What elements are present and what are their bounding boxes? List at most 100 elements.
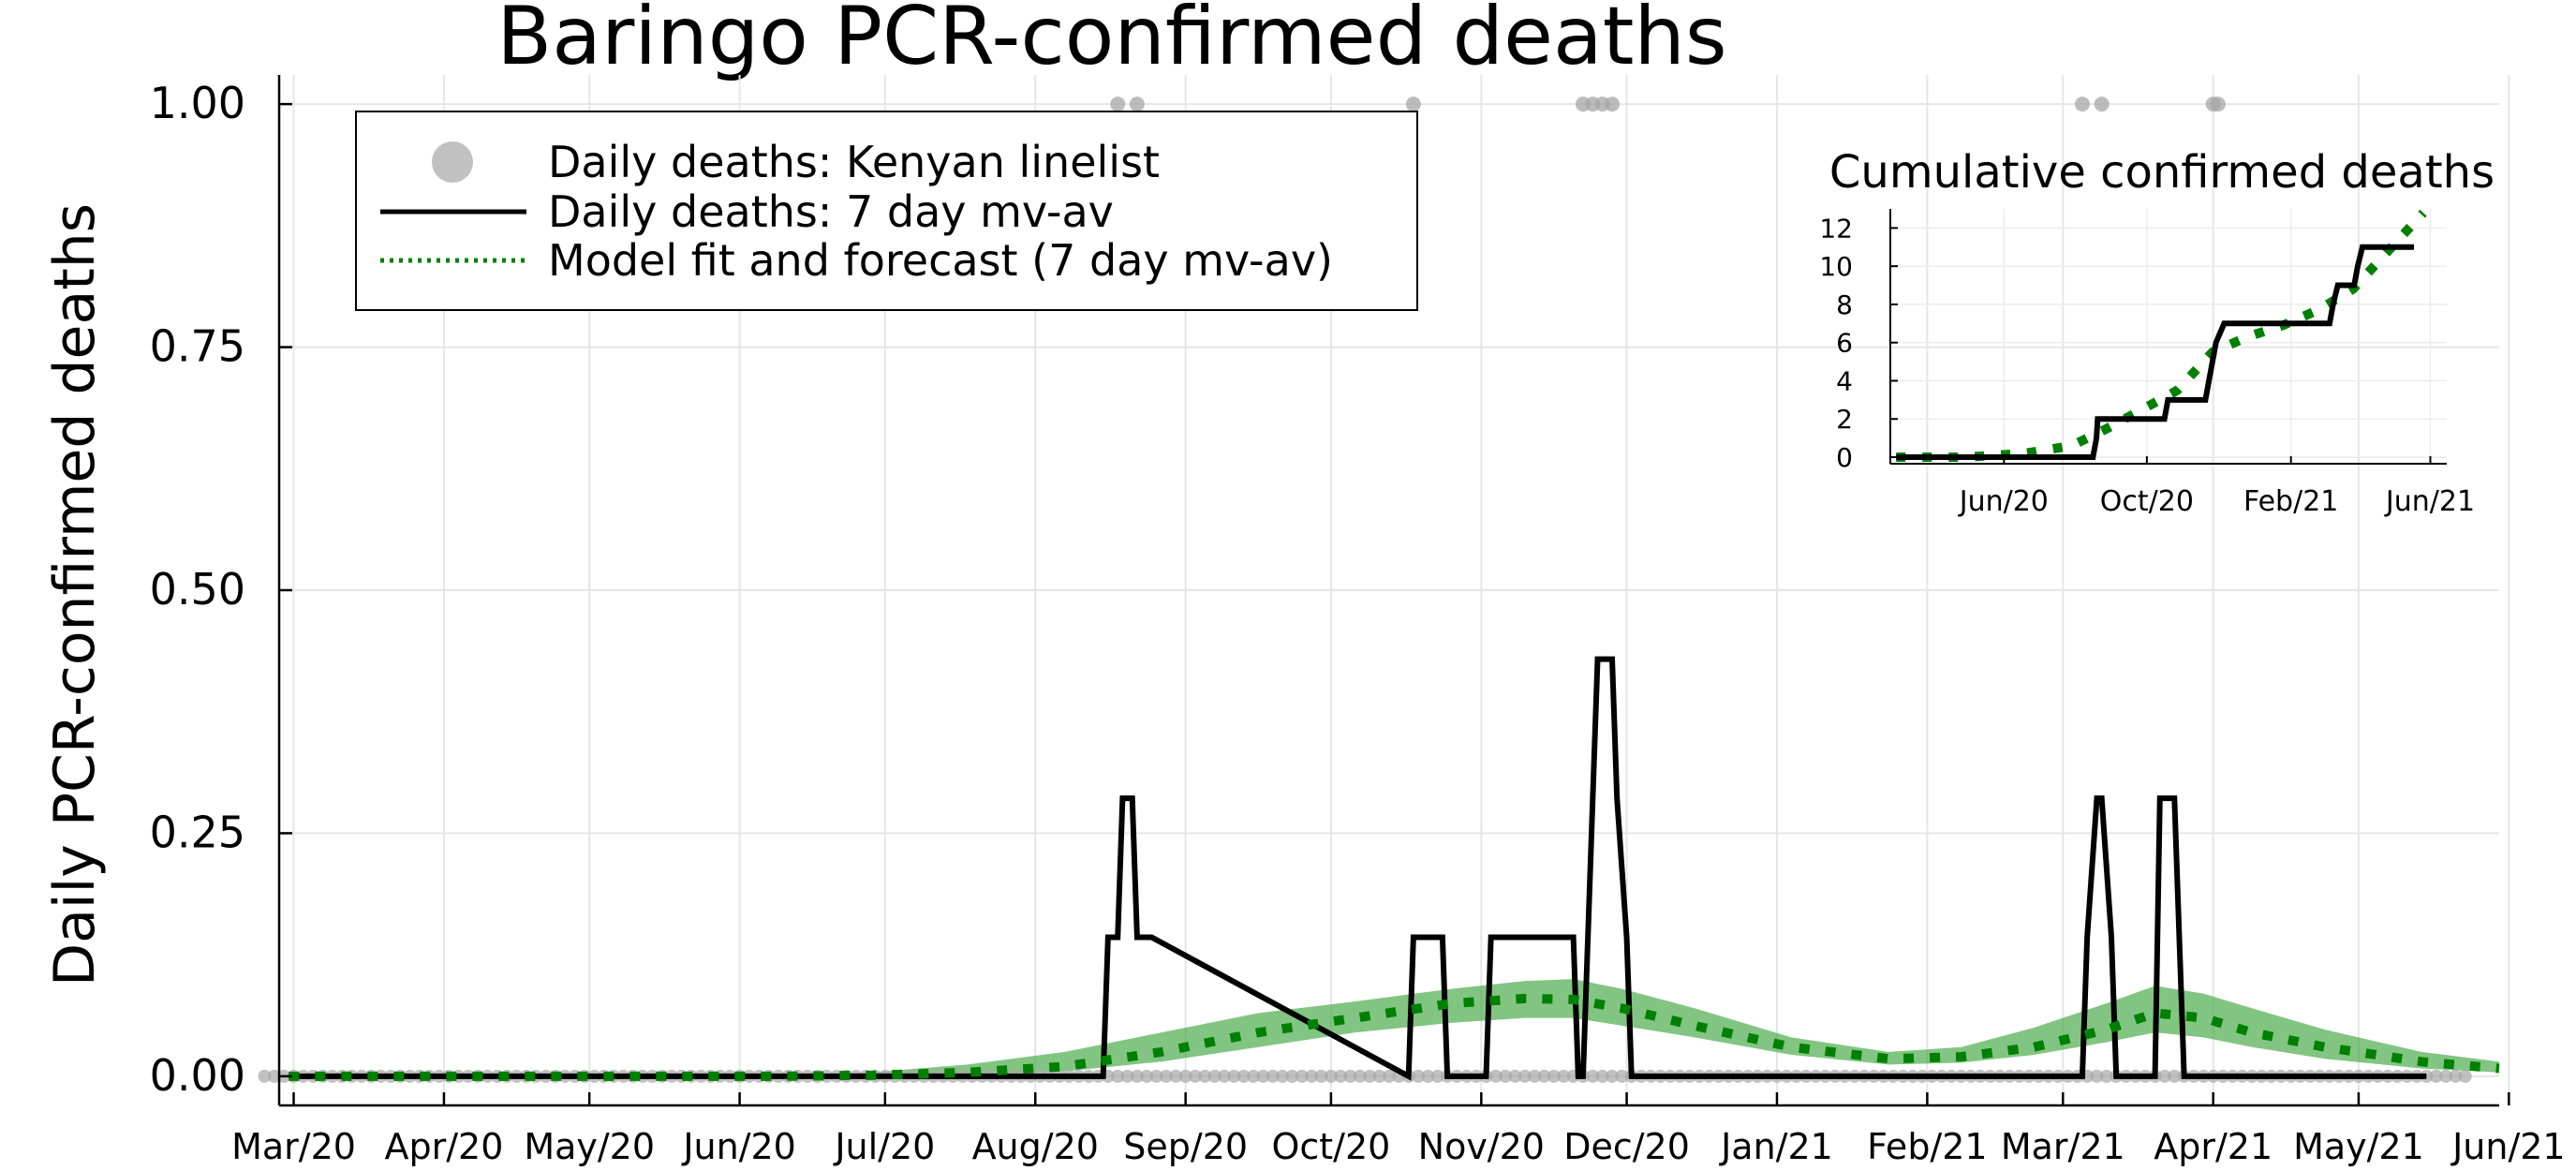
data-point <box>1421 1069 1435 1083</box>
x-tick-label: Oct/20 <box>1271 1126 1390 1167</box>
inset-y-tick-label: 2 <box>1836 404 1853 435</box>
data-point <box>1508 1069 1522 1083</box>
data-point <box>2439 1069 2453 1083</box>
y-tick-label: 0.25 <box>150 807 245 857</box>
data-point <box>1615 1069 1629 1083</box>
x-tick-label: Feb/21 <box>1867 1126 1987 1167</box>
x-tick-labels: Mar/20 Apr/20 May/20 Jun/20 Jul/20 Aug/20 Sep/… <box>231 1126 2566 1167</box>
y-tick-label: 0.50 <box>150 564 245 615</box>
data-point <box>1120 1069 1134 1083</box>
data-point <box>1412 1069 1426 1083</box>
y-tick-label: 0.75 <box>150 321 245 372</box>
y-tick-label: 0.00 <box>150 1050 245 1101</box>
inset-observed-path <box>1896 244 2414 460</box>
inset-x-tick-labels: Jun/20 Oct/20 Feb/21 Jun/21 <box>1958 485 2475 518</box>
data-point <box>267 1069 281 1083</box>
x-tick-label: Dec/20 <box>1563 1126 1690 1167</box>
data-point <box>2157 1069 2171 1083</box>
x-tick-label: Apr/20 <box>384 1126 503 1167</box>
inset-axes <box>1889 209 2447 465</box>
x-tick-label: Jun/21 <box>2450 1126 2566 1167</box>
legend-label: Daily deaths: 7 day mv-av <box>548 186 1114 237</box>
data-point <box>1295 1069 1309 1083</box>
x-tick-label: May/20 <box>524 1126 655 1167</box>
inset-y-tick-label: 10 <box>1819 251 1853 282</box>
data-point <box>1149 1069 1163 1083</box>
data-point <box>1227 1069 1241 1083</box>
data-point <box>1405 96 1421 112</box>
inset-model-path <box>1896 209 2427 462</box>
data-point <box>1314 1069 1328 1083</box>
data-point <box>1383 1069 1396 1083</box>
legend-marker-scatter <box>432 141 473 183</box>
data-point <box>1276 1069 1290 1083</box>
data-point <box>1517 1069 1532 1083</box>
inset-y-tick-label: 4 <box>1836 365 1853 396</box>
x-tick-label: Nov/20 <box>1418 1126 1545 1167</box>
data-point <box>1547 1069 1561 1083</box>
data-point <box>1218 1069 1232 1083</box>
data-point <box>1488 1069 1503 1083</box>
data-point <box>1159 1069 1173 1083</box>
x-tick-label: Jun/20 <box>681 1126 796 1167</box>
inset-x-tick-label: Jun/20 <box>1958 485 2049 518</box>
chart-title: Baringo PCR-confirmed deaths <box>496 0 1726 83</box>
x-tick-label: Mar/21 <box>2001 1126 2125 1167</box>
data-point <box>1537 1069 1551 1083</box>
data-point <box>1606 1069 1620 1083</box>
data-point <box>1236 1069 1251 1083</box>
inset-x-tick-label: Jun/21 <box>2384 485 2475 518</box>
y-tick-labels: 0.00 0.25 0.50 0.75 1.00 <box>150 78 245 1101</box>
x-tick-label: Sep/20 <box>1123 1126 1248 1167</box>
legend-box <box>355 111 1418 311</box>
inset-y-tick-label: 6 <box>1836 328 1853 359</box>
moving-average-path <box>289 656 2427 1081</box>
data-point <box>1247 1069 1261 1083</box>
axes <box>277 75 2510 1107</box>
data-point <box>2099 1069 2113 1083</box>
data-point <box>1528 1069 1542 1083</box>
data-point <box>1169 1069 1183 1083</box>
data-point <box>1129 96 1145 112</box>
inset-y-tick-label: 8 <box>1836 289 1853 320</box>
data-point <box>1499 1069 1513 1083</box>
data-point <box>1430 1069 1444 1083</box>
data-point <box>1130 1069 1144 1083</box>
moving-average-line <box>289 656 2427 1081</box>
inset-y-tick-label: 0 <box>1836 442 1853 473</box>
data-point <box>1557 1069 1571 1083</box>
data-point <box>1305 1069 1319 1083</box>
inset-x-tick-label: Oct/20 <box>2100 485 2194 518</box>
data-point <box>258 1069 272 1083</box>
x-tick-label: Jul/20 <box>833 1126 935 1167</box>
data-point <box>1266 1069 1280 1083</box>
data-point <box>1363 1069 1377 1083</box>
data-point <box>2429 1069 2443 1083</box>
data-point <box>2094 96 2110 112</box>
legend-label: Model fit and forecast (7 day mv-av) <box>548 235 1333 286</box>
uncertainty-band <box>289 979 2499 1076</box>
data-point <box>1372 1069 1386 1083</box>
data-point <box>1353 1069 1367 1083</box>
data-point <box>2090 1069 2104 1083</box>
data-point <box>1334 1069 1348 1083</box>
inset-title: Cumulative confirmed deaths <box>1829 146 2495 199</box>
inset-model-line <box>1896 209 2427 462</box>
x-tick-label: May/21 <box>2293 1126 2424 1167</box>
x-tick-label: Mar/20 <box>231 1126 356 1167</box>
data-point <box>1189 1069 1203 1083</box>
data-point <box>2210 96 2226 112</box>
x-tick-label: Apr/21 <box>2154 1126 2273 1167</box>
data-point <box>1111 1069 1125 1083</box>
data-point <box>1343 1069 1357 1083</box>
data-point <box>1586 1069 1600 1083</box>
inset-grid <box>1890 209 2447 464</box>
data-point <box>1256 1069 1270 1083</box>
x-tick-label: Jan/21 <box>1719 1126 1833 1167</box>
inset-y-tick-label: 12 <box>1819 213 1853 244</box>
inset-observed-line <box>1896 244 2414 460</box>
data-point <box>2458 1069 2472 1083</box>
data-point <box>1140 1069 1154 1083</box>
data-point <box>1324 1069 1338 1083</box>
